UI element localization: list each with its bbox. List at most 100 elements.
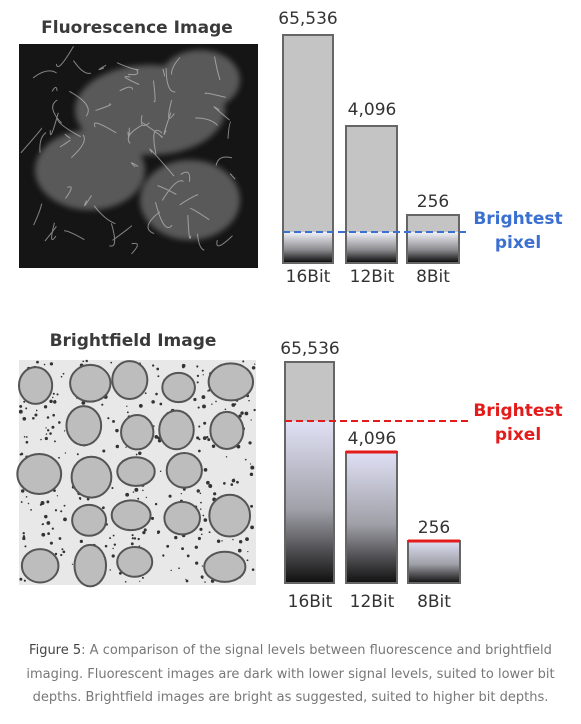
texture [196, 374, 200, 378]
texture [111, 554, 115, 558]
texture [245, 537, 249, 542]
texture [133, 537, 137, 540]
texture [203, 550, 247, 583]
texture [239, 540, 243, 544]
texture [20, 489, 25, 493]
texture [54, 509, 58, 512]
bar [282, 34, 334, 264]
texture [215, 400, 217, 403]
texture [151, 364, 155, 367]
texture [207, 362, 255, 402]
bar-label: 12Bit [350, 592, 395, 612]
texture [64, 133, 71, 139]
texture [248, 399, 250, 402]
texture [115, 444, 120, 449]
texture [95, 103, 112, 111]
texture [25, 440, 29, 444]
bar-fill [408, 232, 458, 262]
texture [33, 203, 43, 226]
texture [199, 492, 202, 495]
texture [46, 521, 51, 525]
texture [25, 407, 28, 410]
texture [111, 360, 149, 400]
texture [182, 365, 185, 369]
texture [203, 467, 208, 472]
texture [198, 438, 201, 441]
texture [25, 496, 28, 498]
texture [85, 359, 88, 363]
texture [250, 504, 254, 508]
texture [199, 508, 202, 510]
texture [142, 122, 163, 138]
texture [185, 579, 189, 583]
texture [223, 482, 226, 485]
texture [45, 433, 48, 435]
texture [30, 508, 32, 511]
caption: Figure 5: A comparison of the signal lev… [20, 639, 561, 710]
texture [52, 99, 63, 124]
texture [65, 405, 103, 447]
texture [206, 435, 209, 439]
texture [249, 472, 254, 477]
texture [125, 492, 130, 497]
texture [189, 207, 210, 221]
bar-fill [286, 421, 333, 582]
texture [196, 233, 205, 251]
caption-label: Figure 5 [29, 643, 82, 658]
texture [135, 453, 138, 456]
bar-top-label: 256 [418, 518, 450, 538]
texture [158, 409, 195, 451]
texture [63, 430, 66, 432]
texture [110, 361, 113, 364]
texture [51, 222, 57, 241]
texture [152, 80, 156, 103]
texture [250, 525, 254, 530]
texture [56, 393, 59, 396]
texture [43, 405, 48, 409]
texture [51, 425, 55, 429]
texture [200, 533, 203, 536]
texture [201, 395, 206, 399]
texture [71, 503, 108, 537]
bar-label: 16Bit [288, 592, 333, 612]
panel-title: Brightfield Image [50, 331, 217, 351]
texture [82, 360, 85, 363]
texture [244, 411, 249, 416]
texture [124, 580, 127, 583]
texture [32, 70, 57, 79]
texture [64, 230, 85, 241]
texture [196, 436, 200, 440]
texture [127, 68, 139, 76]
texture [211, 444, 216, 448]
texture [247, 550, 249, 553]
texture [225, 456, 228, 458]
texture [240, 411, 244, 415]
texture [179, 194, 199, 206]
texture [47, 532, 50, 535]
texture [53, 400, 57, 404]
texture [49, 432, 52, 435]
texture [41, 532, 46, 537]
texture [131, 537, 134, 540]
texture [51, 396, 54, 399]
texture [213, 492, 217, 496]
texture [211, 403, 213, 405]
texture [150, 516, 155, 520]
texture [137, 497, 140, 500]
bar-label: 16Bit [286, 267, 331, 287]
texture [19, 577, 23, 581]
bar-top-label: 4,096 [348, 100, 397, 120]
bar-top-label: 4,096 [348, 429, 397, 449]
marker-label: pixel [495, 233, 541, 253]
texture [154, 502, 158, 506]
texture [248, 441, 252, 445]
panel-title: Fluorescence Image [41, 18, 233, 38]
texture [52, 413, 55, 417]
texture [196, 365, 199, 368]
texture [153, 129, 163, 155]
texture [237, 548, 242, 553]
texture [16, 453, 63, 495]
texture [156, 367, 160, 371]
bar-fill [347, 232, 396, 262]
marker-label: pixel [495, 425, 541, 445]
